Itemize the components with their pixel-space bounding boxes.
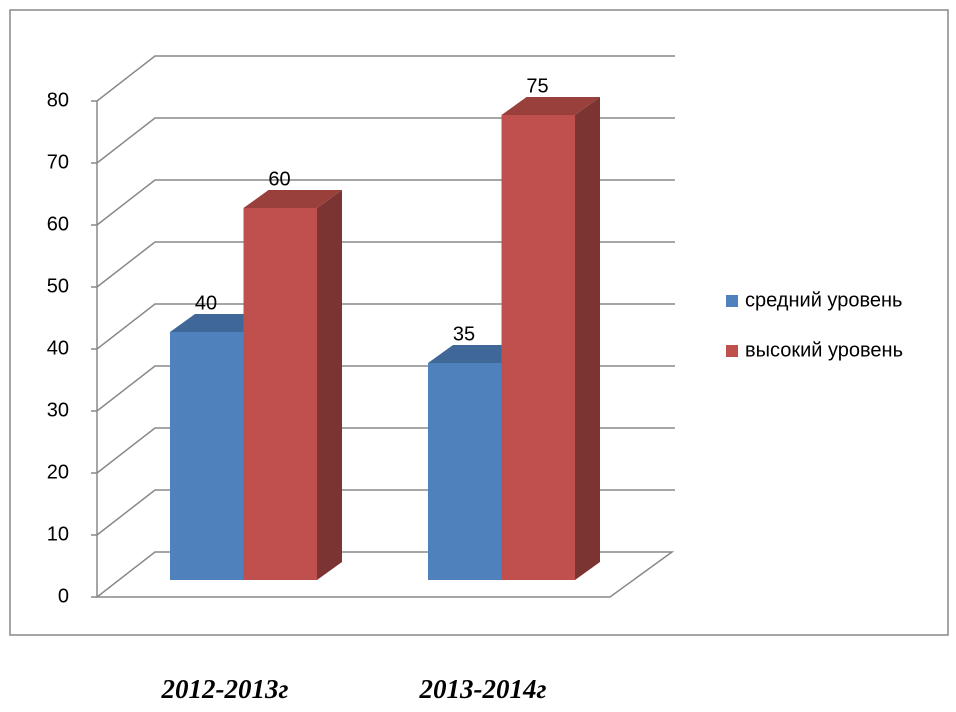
bar-top	[501, 97, 600, 115]
x-tick-label: 2013-2014г	[419, 674, 547, 704]
value-label: 60	[268, 168, 290, 190]
y-tick-label: 0	[58, 585, 69, 607]
value-label: 75	[526, 75, 548, 97]
bar	[501, 97, 600, 580]
bar-top	[243, 190, 342, 208]
legend-label: средний уровень	[745, 289, 902, 311]
x-tick-label: 2012-2013г	[161, 674, 289, 704]
bar-front	[501, 115, 575, 580]
y-tick-label: 10	[47, 523, 69, 545]
grid-line	[96, 55, 675, 102]
value-label: 35	[453, 323, 475, 345]
bar-front	[243, 208, 317, 580]
legend-label: высокий уровень	[745, 339, 903, 361]
floor	[94, 551, 675, 598]
y-tick-label: 40	[47, 337, 69, 359]
legend-swatch	[726, 295, 738, 307]
bar	[243, 190, 342, 580]
bar-front	[428, 363, 502, 580]
value-label: 40	[195, 292, 217, 314]
bar-front	[170, 332, 244, 580]
legend-swatch	[726, 345, 738, 357]
bar-side	[317, 190, 342, 580]
y-tick-label: 60	[47, 213, 69, 235]
y-tick-label: 80	[47, 89, 69, 111]
bar-side	[575, 97, 600, 580]
y-tick-label: 20	[47, 461, 69, 483]
y-tick-label: 30	[47, 399, 69, 421]
y-tick-label: 70	[47, 151, 69, 173]
y-tick-label: 50	[47, 275, 69, 297]
